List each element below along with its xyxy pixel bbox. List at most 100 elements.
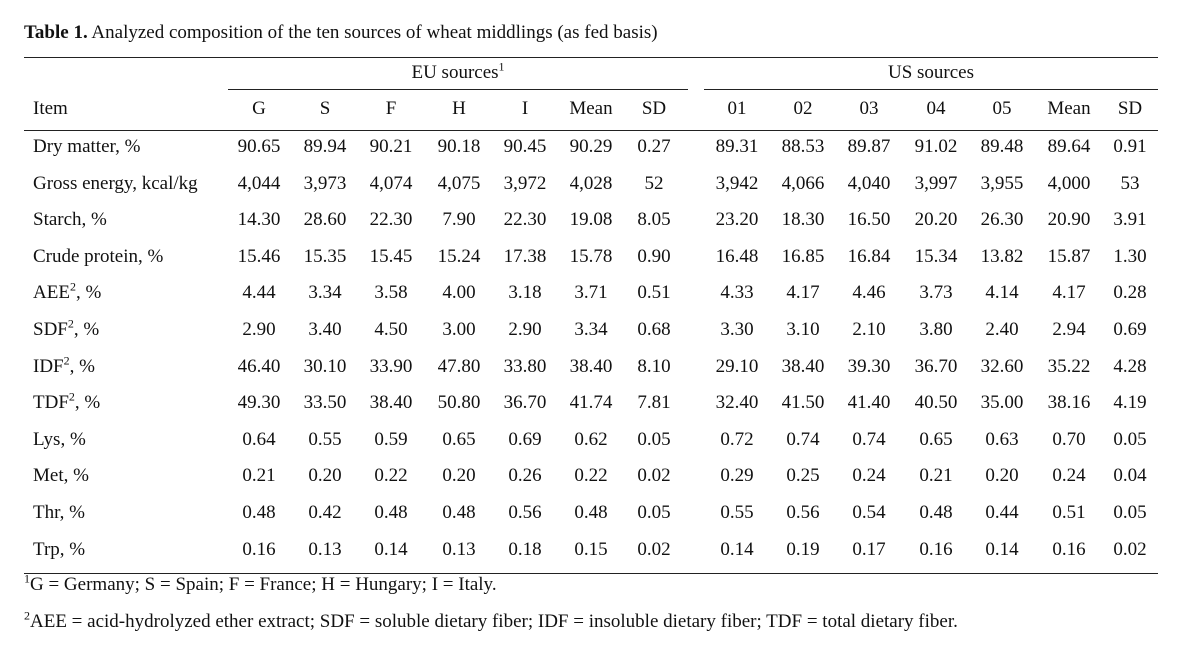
table-cell: 52	[644, 172, 664, 194]
table-cell: 19.08	[569, 209, 613, 231]
table-cell: 2.40	[985, 319, 1019, 340]
row-item-name: Crude protein, %	[33, 245, 164, 267]
table-cell: 3.00	[442, 319, 476, 340]
row-item-name: Lys, %	[33, 428, 86, 450]
table-cell: 0.63	[985, 428, 1019, 450]
table-cell: 90.21	[369, 136, 413, 157]
table-cell: 0.20	[308, 465, 342, 487]
column-header-us-mean: Mean	[1047, 98, 1091, 119]
table-cell: 0.15	[574, 538, 608, 560]
table-cell: 15.35	[303, 245, 347, 267]
table-cell: 0.16	[242, 538, 276, 560]
table-cell: 0.70	[1052, 428, 1086, 450]
table-row: Dry matter, % 90.65 89.94 90.21 90.18 90.45 90…	[0, 129, 1194, 165]
table-cell: 0.14	[374, 538, 408, 560]
table-cell: 3.71	[574, 282, 608, 304]
table-cell: 39.30	[847, 355, 891, 377]
table-cell: 3,972	[503, 172, 547, 194]
table-cell: 0.48	[242, 502, 276, 523]
row-item-name: Gross energy, kcal/kg	[33, 172, 198, 194]
column-header-eu-f: F	[385, 98, 397, 119]
table-cell: 46.40	[237, 355, 281, 377]
table-cell: 3.30	[720, 319, 754, 340]
us-sources-header: US sources	[704, 62, 1158, 84]
table-cell: 0.28	[1113, 282, 1147, 304]
table-cell: 4,066	[781, 172, 825, 194]
row-item-unit: , %	[73, 319, 100, 340]
footnote-1-text: G = Germany; S = Spain; F = France; H = …	[30, 574, 497, 595]
table-cell: 0.21	[242, 465, 276, 487]
column-header-eu-i: I	[521, 98, 529, 119]
table-cell: 35.22	[1047, 355, 1091, 377]
table-cell: 22.30	[369, 209, 413, 231]
table-cell: 0.02	[637, 538, 671, 560]
table-cell: 3.10	[786, 319, 820, 340]
table-cell: 49.30	[237, 392, 281, 414]
table-cell: 3.40	[308, 319, 342, 340]
table-cell: 0.48	[374, 502, 408, 523]
table-cell: 15.87	[1047, 245, 1091, 267]
table-cell: 4.46	[852, 282, 886, 304]
table-label: Table 1.	[24, 22, 88, 43]
table-cell: 29.10	[715, 355, 759, 377]
table-cell: 3,973	[303, 172, 347, 194]
table-cell: 4,044	[237, 172, 281, 194]
table-cell: 50.80	[437, 392, 481, 414]
row-item-label: Thr, %	[33, 495, 233, 531]
row-item-label: Trp, %	[33, 532, 233, 568]
row-item-label: Crude protein, %	[33, 239, 233, 275]
table-cell: 4.28	[1113, 355, 1147, 377]
table-cell: 0.05	[637, 428, 671, 450]
table-cell: 0.29	[720, 465, 754, 487]
table-cell: 89.87	[847, 136, 891, 157]
table-cell: 8.10	[637, 355, 671, 377]
table-cell: 3.18	[508, 282, 542, 304]
us-sources-label: US sources	[887, 62, 975, 83]
table-cell: 3,942	[715, 172, 759, 194]
column-header-us-01: 01	[727, 98, 747, 119]
table-cell: 0.26	[508, 465, 542, 487]
table-cell: 38.40	[369, 392, 413, 414]
table-cell: 0.02	[1113, 538, 1147, 560]
table-cell: 0.74	[786, 428, 820, 450]
table-cell: 0.14	[720, 538, 754, 560]
table-cell: 0.04	[1113, 465, 1147, 487]
table-row: Met, % 0.21 0.20 0.22 0.20 0.26 0.22 0.02 0.29 0.…	[0, 458, 1194, 494]
table-cell: 17.38	[503, 245, 547, 267]
table-row: IDF2, % 46.40 30.10 33.90 47.80 33.80 38.40 8.1…	[0, 349, 1194, 385]
table-cell: 23.20	[715, 209, 759, 231]
table-row: Trp, % 0.16 0.13 0.14 0.13 0.18 0.15 0.02 0.14 0.…	[0, 532, 1194, 568]
table-cell: 0.16	[1052, 538, 1086, 560]
column-header-us-sd: SD	[1117, 98, 1143, 119]
row-item-footnote-mark: 2	[68, 389, 75, 404]
table-cell: 89.64	[1047, 136, 1091, 157]
table-cell: 2.94	[1052, 319, 1086, 340]
table-cell: 0.90	[637, 245, 671, 267]
table-cell: 16.85	[781, 245, 825, 267]
table-cell: 16.84	[847, 245, 891, 267]
row-item-name: Starch, %	[33, 209, 107, 231]
table-cell: 0.51	[1052, 502, 1086, 523]
table-cell: 15.34	[914, 245, 958, 267]
table-cell: 0.24	[852, 465, 886, 487]
eu-sources-header: EU sources1	[228, 61, 688, 84]
table-cell: 20.90	[1047, 209, 1091, 231]
table-cell: 0.56	[508, 502, 542, 523]
row-item-unit: , %	[74, 392, 101, 414]
row-item-label: AEE2, %	[33, 275, 233, 311]
row-item-label: Starch, %	[33, 202, 233, 238]
table-cell: 36.70	[914, 355, 958, 377]
row-item-label: Lys, %	[33, 422, 233, 458]
table-cell: 0.20	[985, 465, 1019, 487]
table-cell: 0.51	[637, 282, 671, 304]
table-cell: 4.17	[1052, 282, 1086, 304]
table-cell: 0.59	[374, 428, 408, 450]
table-cell: 28.60	[303, 209, 347, 231]
column-header-eu-h: H	[452, 98, 466, 119]
table-cell: 4,074	[369, 172, 413, 194]
table-cell: 0.16	[919, 538, 953, 560]
table-cell: 0.05	[637, 502, 671, 523]
table-row: TDF2, % 49.30 33.50 38.40 50.80 36.70 41.74 7.8…	[0, 385, 1194, 421]
table-cell: 0.56	[786, 502, 820, 523]
table-cell: 16.50	[847, 209, 891, 231]
